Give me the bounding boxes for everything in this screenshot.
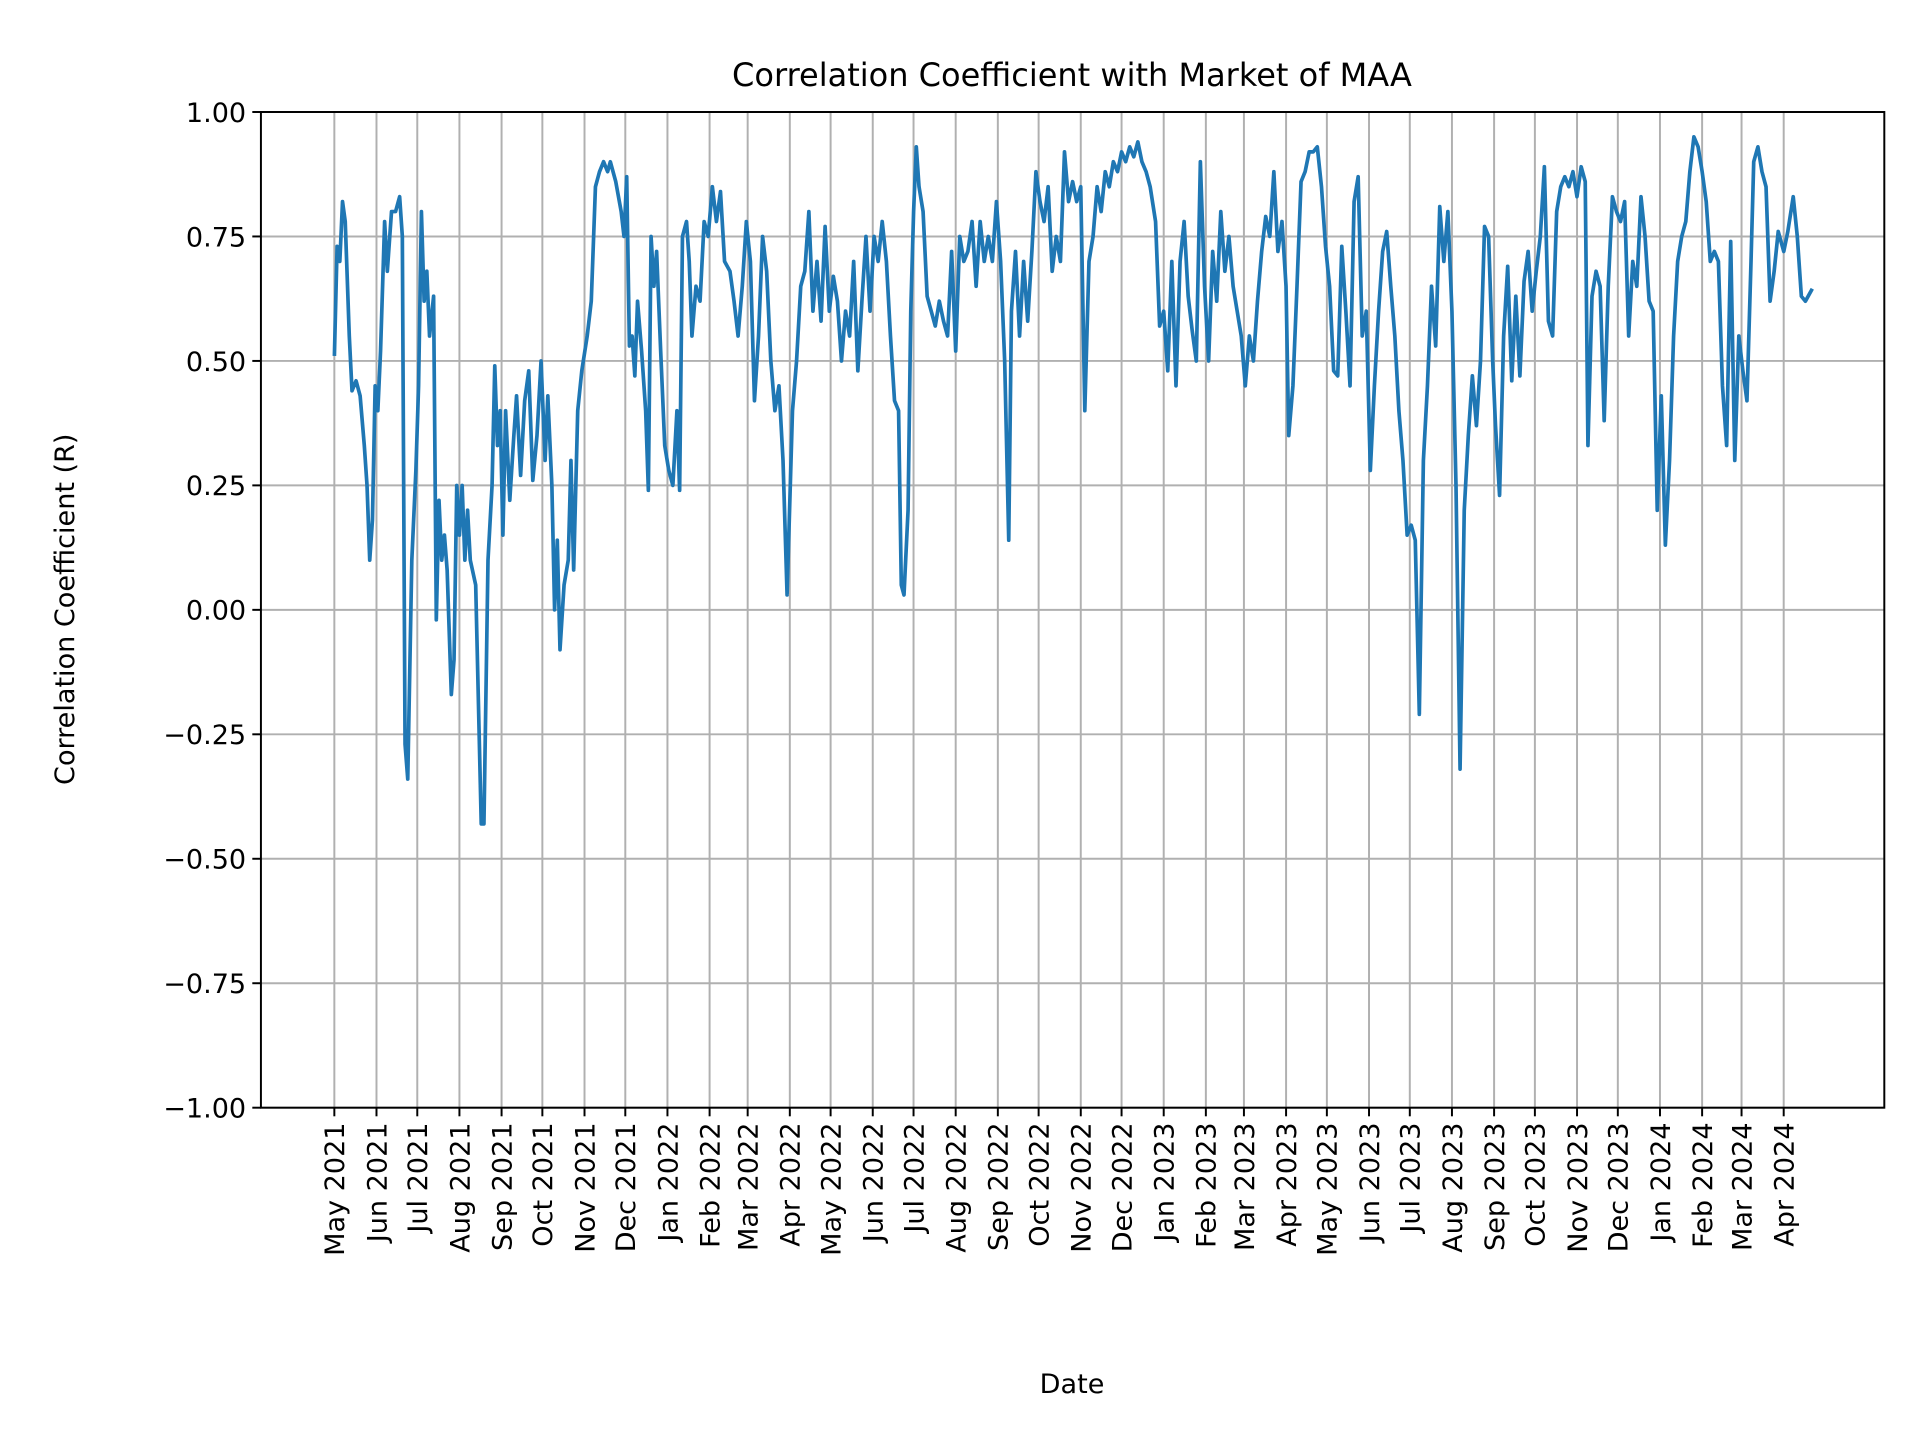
x-tick-label: Apr 2022 [776, 1122, 807, 1246]
x-tick-label: Dec 2021 [611, 1122, 642, 1252]
x-tick-label: Feb 2024 [1688, 1122, 1719, 1247]
x-axis-label: Date [1040, 1369, 1105, 1400]
x-tick-label: Feb 2023 [1192, 1122, 1223, 1247]
x-tick-label: Sep 2022 [984, 1122, 1015, 1250]
x-tick-label: Jul 2021 [403, 1122, 434, 1234]
x-tick-label: Sep 2021 [487, 1122, 518, 1250]
x-tick-label: Aug 2023 [1438, 1122, 1469, 1252]
x-tick-label: Jun 2022 [859, 1122, 890, 1244]
y-tick-label: 0.25 [186, 471, 246, 502]
x-tick-label: May 2022 [816, 1122, 847, 1255]
x-tick-label: Jan 2023 [1150, 1122, 1181, 1243]
x-tick-label: May 2021 [320, 1122, 351, 1255]
y-axis: 1.00 0.75 0.50 0.25 0.00 −0.25 −0.50 −0.75 −1.00 [163, 98, 261, 1125]
x-tick-label: Jan 2024 [1646, 1122, 1677, 1243]
x-tick-label: Jul 2023 [1396, 1122, 1427, 1234]
x-tick-label: Oct 2021 [528, 1122, 559, 1246]
x-tick-label: Apr 2023 [1272, 1122, 1303, 1246]
y-axis-label: Correlation Coefficient (R) [50, 434, 81, 785]
x-axis: May 2021 Jun 2021 Jul 2021 Aug 2021 Sep 2021… [320, 1107, 1801, 1256]
chart-title: Correlation Coefficient with Market of M… [732, 56, 1412, 94]
x-tick-label: Apr 2024 [1770, 1122, 1801, 1246]
x-tick-label: Nov 2021 [570, 1122, 601, 1252]
y-tick-label: −0.50 [163, 845, 246, 876]
x-tick-label: Nov 2023 [1563, 1122, 1594, 1252]
x-tick-label: Sep 2023 [1480, 1122, 1511, 1250]
y-tick-label: 1.00 [186, 98, 246, 129]
x-tick-label: Aug 2022 [942, 1122, 973, 1252]
x-tick-label: Aug 2021 [445, 1122, 476, 1252]
series-line [332, 135, 1814, 826]
x-tick-label: May 2023 [1313, 1122, 1344, 1255]
x-tick-label: Jun 2023 [1355, 1122, 1386, 1244]
x-tick-label: Oct 2022 [1024, 1122, 1055, 1246]
y-tick-label: 0.50 [186, 347, 246, 378]
x-tick-label: Nov 2022 [1067, 1122, 1098, 1252]
x-tick-label: Jul 2022 [899, 1122, 930, 1234]
x-tick-label: Mar 2024 [1727, 1122, 1758, 1251]
x-tick-label: Jun 2021 [362, 1122, 393, 1244]
x-tick-label: Dec 2022 [1107, 1122, 1138, 1252]
x-tick-label: Jan 2022 [653, 1122, 684, 1243]
x-tick-label: Mar 2023 [1230, 1122, 1261, 1251]
x-tick-label: Oct 2023 [1521, 1122, 1552, 1246]
y-tick-label: −1.00 [163, 1094, 246, 1125]
y-tick-label: −0.75 [163, 969, 246, 1000]
y-tick-label: −0.25 [163, 720, 246, 751]
x-tick-label: Dec 2023 [1604, 1122, 1635, 1252]
x-tick-label: Feb 2022 [695, 1122, 726, 1247]
x-tick-label: Mar 2022 [734, 1122, 765, 1251]
y-tick-label: 0.00 [186, 596, 246, 627]
y-tick-label: 0.75 [186, 222, 246, 253]
